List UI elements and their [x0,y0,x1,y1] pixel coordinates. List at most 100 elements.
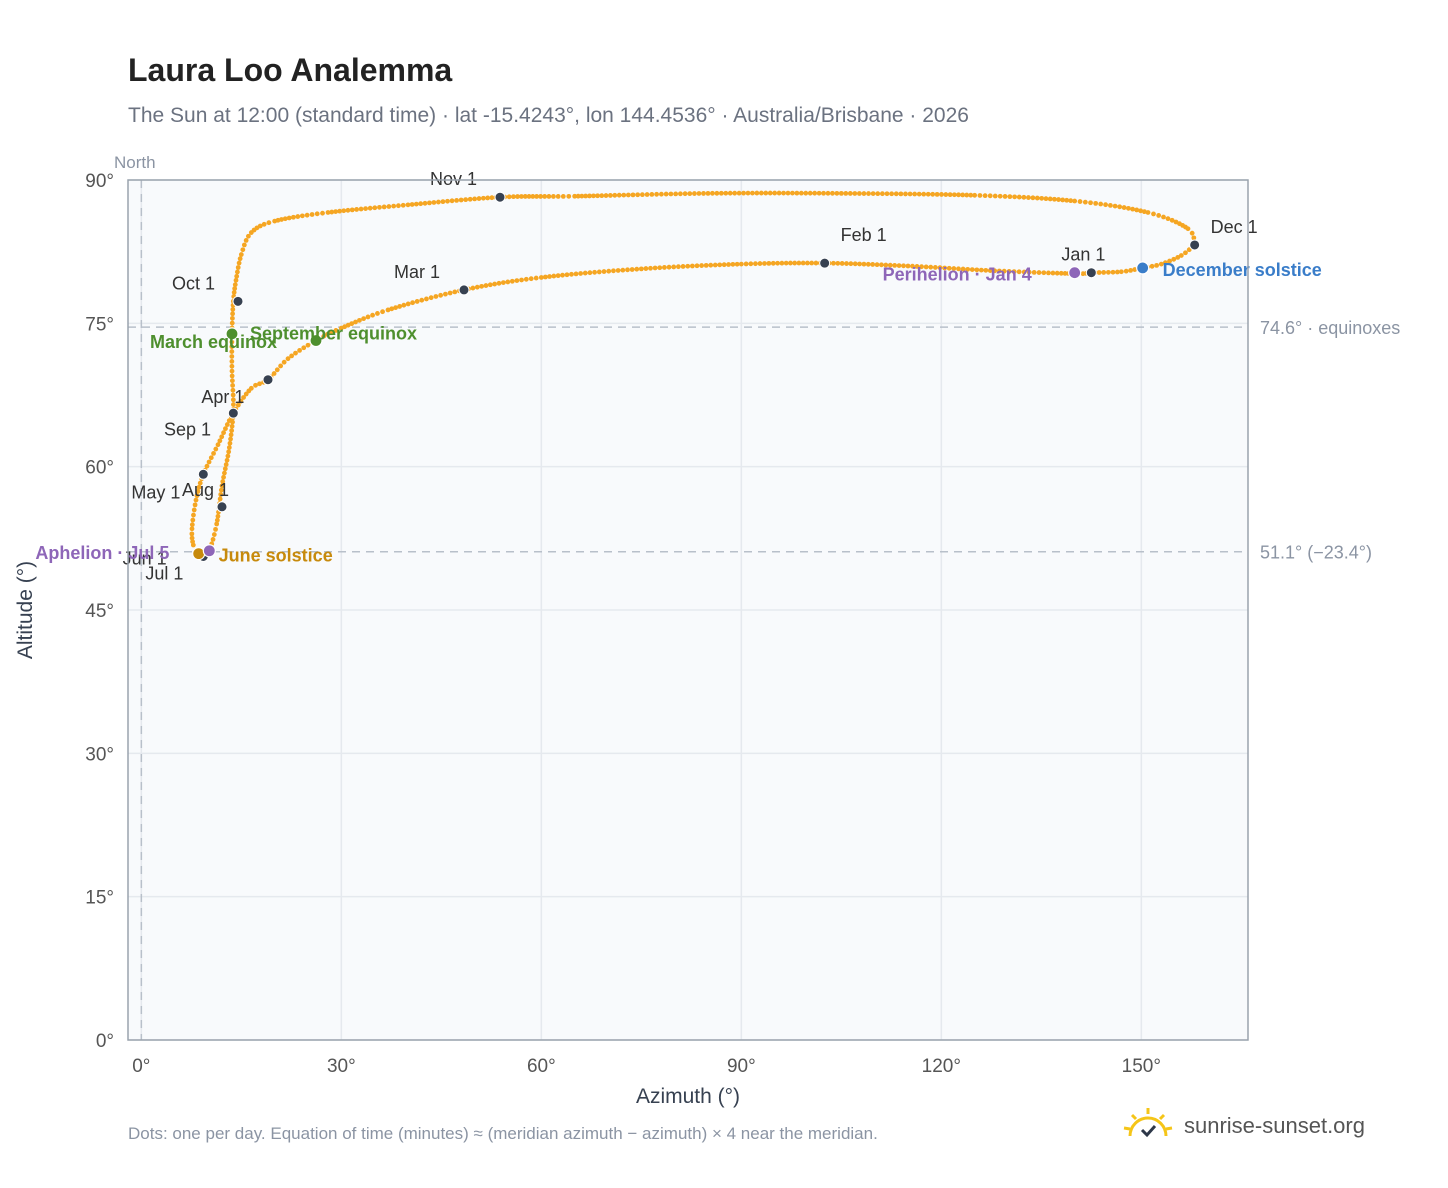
day-dot [1132,267,1138,272]
day-dot [1054,270,1060,276]
day-dot [960,192,966,198]
day-dot [285,356,291,362]
day-dot [905,263,911,269]
day-dot [217,496,223,502]
day-dot [812,190,818,196]
day-dot [231,402,236,407]
day-dot [218,492,224,497]
day-dot [433,294,439,299]
day-dot [564,272,570,278]
day-dot [982,193,988,199]
day-dot [1026,195,1031,200]
day-dot [942,265,947,271]
month-marker [1085,267,1097,279]
day-dot [304,212,310,218]
day-dot [726,262,731,267]
day-dot [213,526,218,532]
y-tick-label: 30° [85,744,114,765]
day-dot [500,280,506,286]
day-dot [229,378,235,384]
day-dot [834,190,840,196]
day-dot [928,264,934,270]
day-dot [1001,268,1007,274]
brand[interactable]: sunrise-sunset.org [1122,1104,1365,1148]
day-dot [582,270,588,276]
day-dot [750,190,755,196]
day-dot [717,262,723,268]
day-dot [229,358,235,364]
day-dot [934,191,940,197]
day-dot [923,264,929,270]
day-dot [898,191,904,197]
day-dot [305,342,311,348]
y-tick-label: 60° [85,458,114,479]
day-dot [1050,270,1056,276]
day-dot [299,213,305,219]
reference-lines: 74.6° · equinoxes 51.1° (−23.4°) [128,180,1400,1040]
day-dot [365,314,371,320]
day-dot [865,261,871,267]
event-marker [1136,261,1150,275]
day-dot [443,291,448,297]
day-dot [701,191,706,196]
day-dot [321,333,327,339]
day-dot [436,199,441,205]
day-dot [192,502,198,508]
day-dot [779,260,785,266]
brand-name[interactable]: sunrise-sunset.org [1184,1113,1365,1138]
day-dot [611,268,616,274]
day-dot [189,531,195,537]
month-marker [458,284,470,296]
day-dot [796,260,802,266]
day-dot [555,273,561,279]
day-dot [792,260,798,266]
day-dot [230,392,236,398]
day-dot [1169,217,1175,223]
day-dot [505,279,511,285]
day-dot [790,190,795,196]
day-dot [197,480,203,486]
day-dot [234,273,240,279]
day-dot [449,198,455,204]
day-dot [248,230,254,235]
day-dot [542,194,548,199]
day-dot [947,192,953,198]
day-dot [228,432,234,438]
day-dot [345,207,351,213]
day-dot [1002,194,1008,199]
day-dot [677,191,683,197]
day-dot [767,190,773,196]
day-dot [887,262,893,268]
day-dot [221,430,226,436]
day-dot [821,190,826,196]
day-dot [852,191,858,196]
month-marker [494,191,506,203]
day-dot [661,265,667,270]
day-dot [946,265,952,271]
day-dot [968,192,974,198]
day-dot [547,274,552,279]
day-dot [1072,198,1078,204]
day-dot [1130,206,1136,212]
day-dot [377,204,382,210]
day-dot [1007,194,1013,200]
x-tick-label: 90° [727,1056,756,1077]
event-marker [225,327,239,341]
day-dot [301,345,307,351]
day-dot [487,282,493,288]
day-dot [1056,197,1061,202]
day-dot [1191,235,1197,241]
day-dot [235,269,240,275]
day-dot [852,261,858,267]
day-dot [231,290,237,295]
day-dot [1151,211,1156,217]
day-dot [1011,269,1017,275]
day-dot [629,267,635,272]
day-dot [883,262,889,268]
day-dot [1156,213,1162,218]
day-dot [440,199,446,205]
day-dot [649,192,655,197]
day-dot [974,267,980,273]
day-dot [592,269,598,275]
day-dot [805,260,810,266]
